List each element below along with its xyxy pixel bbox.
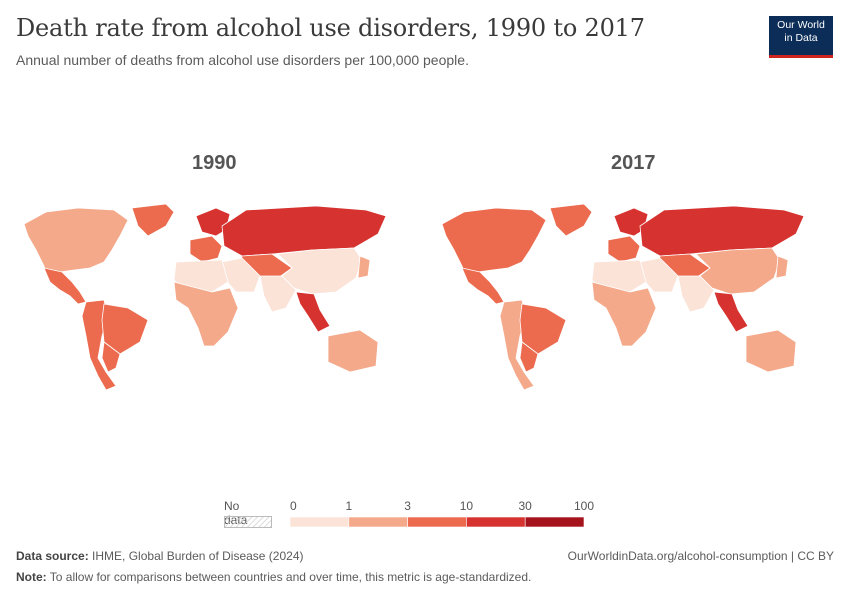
region-central-america-2017[interactable] — [461, 267, 505, 305]
source-label: Data source: — [16, 549, 89, 563]
region-southern-cone-1990[interactable] — [101, 341, 121, 373]
region-eastern-europe-russia-1990[interactable] — [221, 205, 387, 257]
region-central-america-1990[interactable] — [43, 267, 87, 305]
region-greenland-1990[interactable] — [131, 203, 175, 237]
logo-line-2: in Data — [784, 32, 818, 44]
region-southeast-asia-2017[interactable] — [713, 291, 749, 333]
region-australia-1990[interactable] — [327, 329, 379, 373]
legend-swatch-1[interactable] — [348, 516, 408, 528]
region-sub-saharan-africa-1990[interactable] — [173, 281, 239, 347]
map-title-1990: 1990 — [192, 152, 237, 174]
legend-no-data-swatch — [224, 516, 272, 528]
legend-color-bar — [290, 516, 585, 528]
legend-tick-4: 30 — [518, 499, 532, 513]
region-australia-2017[interactable] — [745, 329, 797, 373]
footer-note: Note: To allow for comparisons between c… — [16, 570, 531, 584]
legend-swatch-4[interactable] — [524, 516, 585, 528]
legend-swatch-2[interactable] — [407, 516, 467, 528]
source-text[interactable]: IHME, Global Burden of Disease (2024) — [92, 549, 304, 563]
legend-tick-2: 3 — [404, 499, 411, 513]
footer-url[interactable]: OurWorldinData.org/alcohol-consumption |… — [567, 549, 834, 563]
note-label: Note: — [16, 570, 47, 584]
logo-line-1: Our World — [777, 19, 825, 31]
region-southeast-asia-1990[interactable] — [295, 291, 331, 333]
chart-subtitle: Annual number of deaths from alcohol use… — [16, 52, 469, 68]
legend-tick-0: 0 — [290, 499, 297, 513]
legend-swatch-3[interactable] — [466, 516, 526, 528]
map-title-2017: 2017 — [611, 152, 656, 174]
footer-source: Data source: IHME, Global Burden of Dise… — [16, 549, 303, 563]
region-china-mongolia-1990[interactable] — [277, 247, 363, 295]
region-north-america-1990[interactable] — [23, 207, 129, 281]
region-western-europe-1990[interactable] — [189, 235, 223, 263]
region-greenland-2017[interactable] — [549, 203, 593, 237]
region-eastern-europe-russia-2017[interactable] — [639, 205, 805, 257]
region-brazil-1990[interactable] — [101, 303, 149, 355]
chart-title: Death rate from alcohol use disorders, 1… — [16, 14, 645, 42]
world-map-1990[interactable] — [16, 196, 416, 396]
legend-tick-1: 1 — [345, 499, 353, 513]
region-sub-saharan-africa-2017[interactable] — [591, 281, 657, 347]
region-japan-korea-1990[interactable] — [357, 255, 371, 279]
region-japan-korea-2017[interactable] — [775, 255, 789, 279]
legend-tick-3: 10 — [459, 499, 474, 513]
region-brazil-2017[interactable] — [519, 303, 567, 355]
legend-swatch-0[interactable] — [290, 516, 350, 528]
region-western-europe-2017[interactable] — [607, 235, 641, 263]
region-china-mongolia-2017[interactable] — [695, 247, 781, 295]
region-southern-cone-2017[interactable] — [519, 341, 539, 373]
world-map-2017[interactable] — [434, 196, 834, 396]
owid-logo[interactable]: Our World in Data — [769, 16, 833, 58]
legend-tick-5: 100 — [573, 499, 595, 513]
note-text: To allow for comparisons between countri… — [49, 570, 532, 584]
region-north-america-2017[interactable] — [441, 207, 547, 281]
